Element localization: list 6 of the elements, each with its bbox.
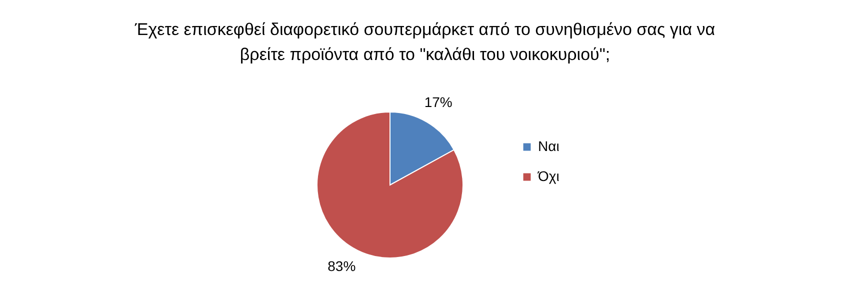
chart-title: Έχετε επισκεφθεί διαφορετικό σουπερμάρκετ από το συνηθισμένο σας για να βρείτε προϊόντα από το "καλάθι του νοικοκυριού"; — [134, 20, 716, 64]
legend-label: Όχι — [537, 168, 560, 184]
pie-slice — [316, 112, 464, 258]
data-label: 17% — [424, 94, 452, 110]
legend-label: Ναι — [538, 138, 560, 154]
data-label: 83% — [328, 258, 356, 274]
